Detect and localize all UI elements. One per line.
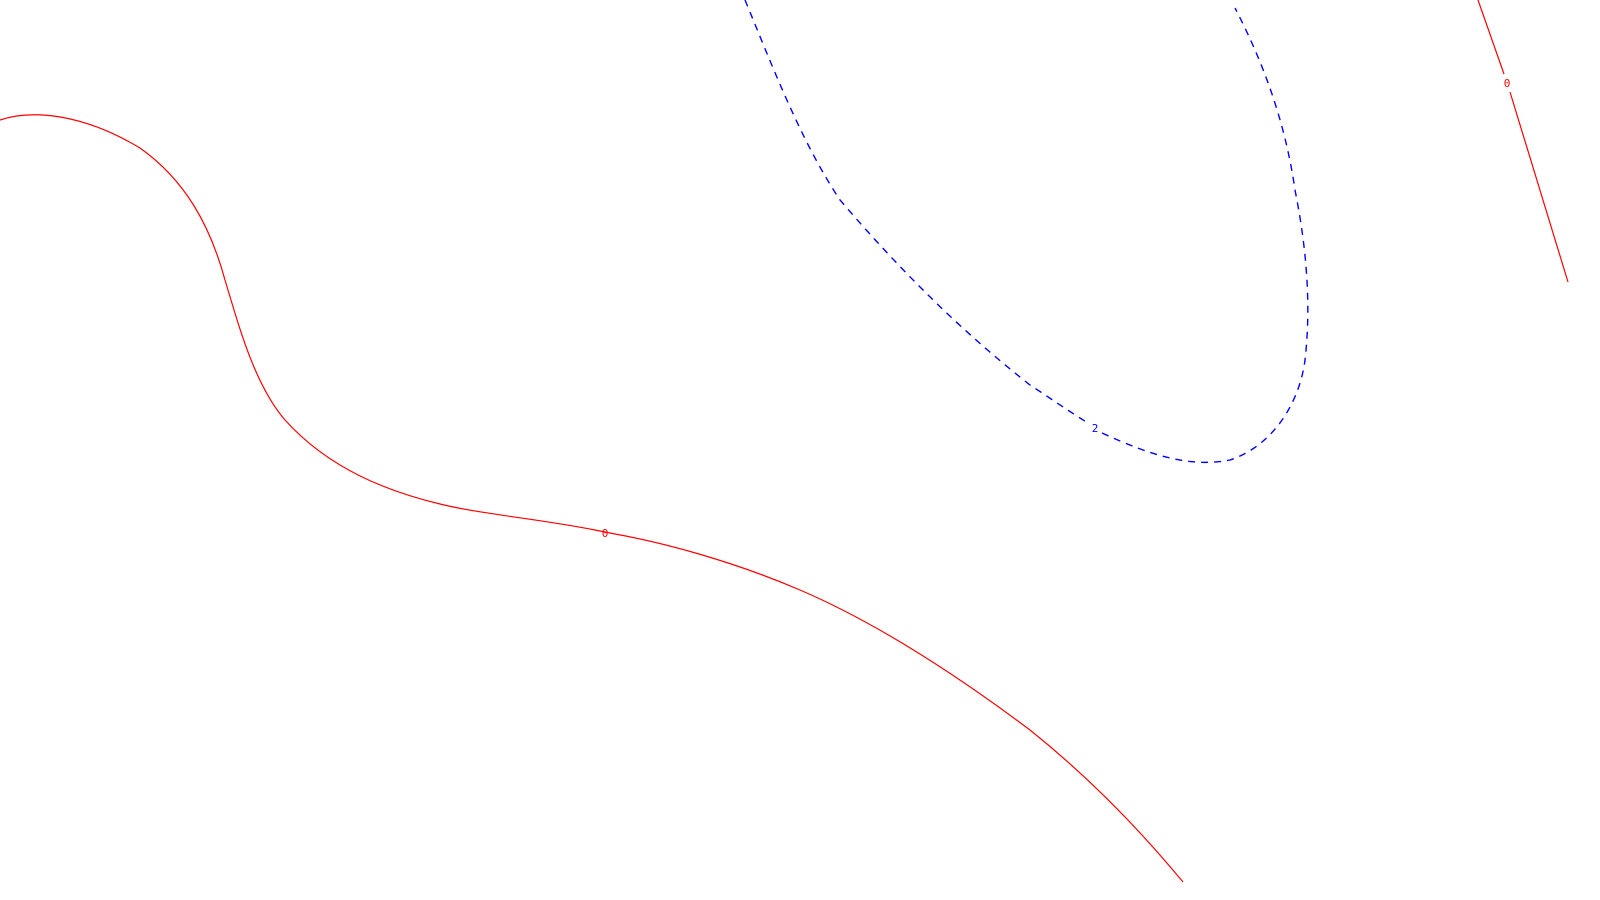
contour-line-level-0 (0, 114, 1184, 883)
contour-line-level-0 (1477, 0, 1569, 283)
contour-label-level-2: 2 (1092, 422, 1099, 435)
contour-line-level-2 (744, 0, 1309, 464)
contour-label-level-0: 0 (602, 527, 609, 540)
contour-label-level-0: 0 (1504, 77, 1511, 90)
